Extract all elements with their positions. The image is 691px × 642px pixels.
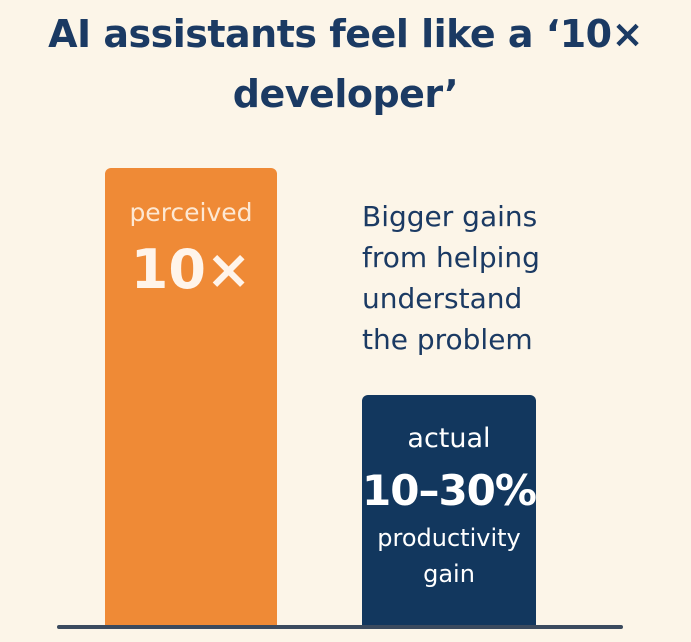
title: AI assistants feel like a ‘10× developer…: [48, 12, 643, 116]
bar-value: 10×: [130, 238, 252, 301]
annotation: Bigger gains from helping understand the…: [362, 200, 540, 356]
bar-value: 10–30%: [362, 466, 537, 515]
baseline: [57, 625, 623, 629]
bar-actual: [362, 395, 536, 628]
bar-label: actual: [407, 423, 491, 454]
bar-perceived: [105, 168, 277, 628]
bar-label: perceived: [129, 198, 253, 227]
bar-note: productivity gain: [377, 524, 521, 588]
